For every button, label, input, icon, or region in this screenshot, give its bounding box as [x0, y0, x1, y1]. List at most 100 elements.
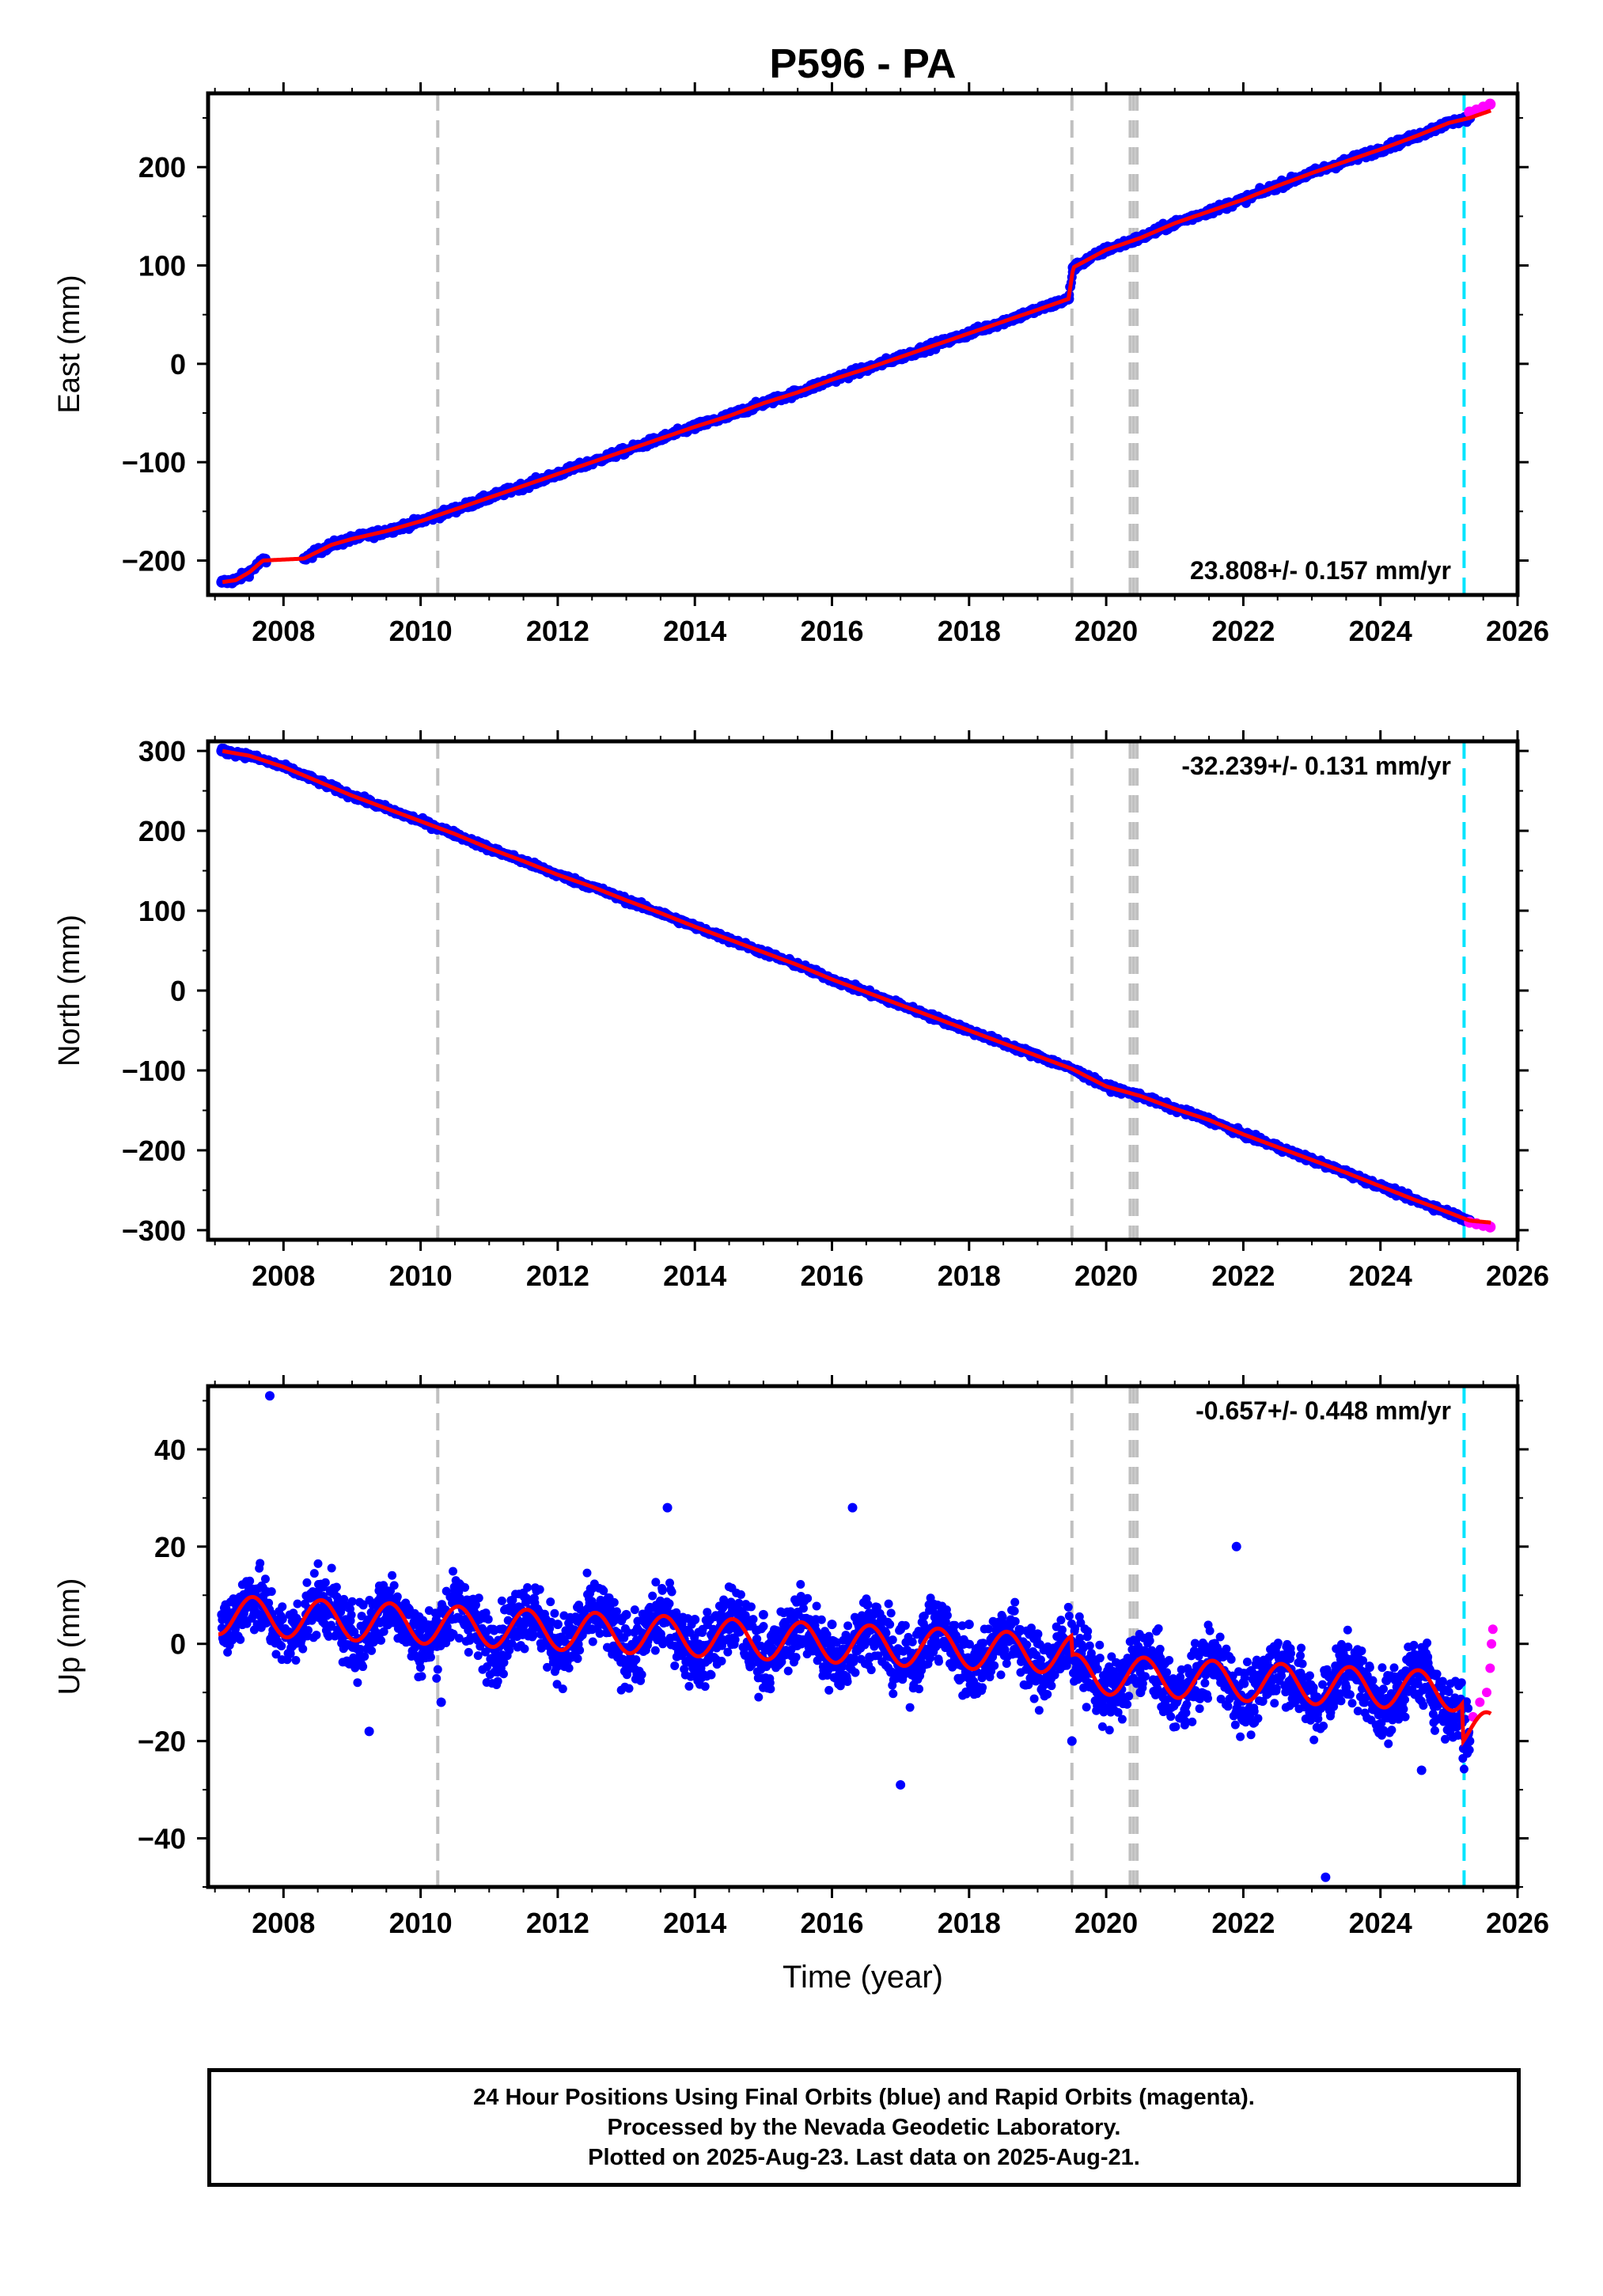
data-point — [433, 1665, 442, 1674]
data-point — [267, 1587, 276, 1597]
data-point — [558, 1684, 567, 1694]
x-tick-label: 2016 — [800, 1260, 863, 1292]
x-tick-label: 2014 — [663, 1260, 726, 1292]
y-tick-label: 0 — [170, 348, 186, 381]
data-point — [245, 1576, 255, 1586]
data-point — [650, 1646, 660, 1655]
data-point — [223, 1647, 233, 1657]
data-point — [260, 1574, 270, 1584]
x-tick-label: 2024 — [1349, 1260, 1412, 1292]
data-point — [367, 1646, 377, 1655]
data-point — [256, 1559, 265, 1568]
y-axis-label: North (mm) — [53, 915, 86, 1067]
plot-frame — [206, 91, 1520, 597]
data-point — [320, 1578, 330, 1587]
data-point — [460, 1582, 470, 1592]
y-tick-label: −100 — [122, 1055, 186, 1087]
data-point — [588, 1637, 597, 1646]
data-point — [388, 1570, 397, 1580]
data-point — [347, 1597, 357, 1606]
scatter-cloud — [216, 743, 1496, 1233]
data-point — [564, 1663, 574, 1673]
data-point — [347, 1610, 356, 1620]
data-point — [483, 1615, 493, 1624]
data-point — [609, 1597, 619, 1607]
x-tick-label: 2010 — [389, 1260, 453, 1292]
data-point — [236, 1635, 245, 1644]
scatter-cloud — [217, 1391, 1498, 1882]
data-point — [309, 1569, 319, 1578]
y-tick-label: 0 — [170, 975, 186, 1007]
data-point — [291, 1656, 301, 1665]
y-tick-label: −200 — [122, 1135, 186, 1167]
data-point — [277, 1641, 286, 1650]
data-point — [278, 1614, 287, 1623]
data-point — [293, 1599, 302, 1608]
data-point — [389, 1581, 399, 1590]
data-point — [449, 1567, 458, 1576]
data-point — [358, 1662, 368, 1672]
y-tick-label: 100 — [138, 895, 186, 927]
x-tick-label: 2008 — [252, 615, 315, 647]
x-tick-label: 2016 — [800, 615, 863, 647]
y-tick-label: −200 — [122, 544, 186, 577]
data-point — [520, 1644, 529, 1654]
x-tick-label: 2012 — [526, 615, 589, 647]
x-tick-label: 2026 — [1486, 1260, 1549, 1292]
data-point — [278, 1602, 287, 1612]
data-point — [546, 1597, 555, 1607]
y-tick-label: 300 — [138, 735, 186, 767]
data-point — [415, 1663, 425, 1673]
data-point — [582, 1568, 592, 1578]
data-point — [573, 1654, 582, 1663]
data-point — [392, 1592, 402, 1601]
data-point — [432, 1673, 441, 1683]
data-point — [304, 1626, 313, 1635]
x-tick-label: 2012 — [526, 1260, 589, 1292]
data-point — [473, 1651, 483, 1661]
x-tick-label: 2020 — [1074, 1260, 1138, 1292]
x-tick-label: 2018 — [938, 1260, 1001, 1292]
data-point — [302, 1578, 312, 1587]
y-tick-label: −100 — [122, 446, 186, 479]
x-tick-label: 2024 — [1349, 615, 1412, 647]
y-tick-label: 200 — [138, 815, 186, 847]
data-point — [535, 1585, 544, 1594]
y-tick-label: −300 — [122, 1214, 186, 1247]
data-point — [426, 1653, 435, 1662]
data-point — [631, 1655, 641, 1665]
rate-annotation: 23.808+/- 0.157 mm/yr — [1190, 556, 1451, 585]
x-tick-label: 2010 — [389, 615, 453, 647]
data-point — [417, 1672, 426, 1681]
x-tick-label: 2022 — [1211, 1260, 1275, 1292]
final-orbit-point — [216, 745, 228, 757]
rate-annotation: -32.239+/- 0.131 mm/yr — [1181, 752, 1451, 780]
x-tick-label: 2026 — [1486, 615, 1549, 647]
data-point — [327, 1563, 336, 1573]
data-point — [271, 1650, 281, 1659]
data-point — [353, 1678, 362, 1688]
final-orbit-point — [216, 576, 228, 588]
data-point — [529, 1630, 538, 1639]
model-fit-line — [222, 748, 1491, 1225]
data-point — [498, 1669, 508, 1679]
y-tick-label: 100 — [138, 250, 186, 282]
y-axis-label: East (mm) — [53, 275, 86, 413]
data-point — [332, 1582, 341, 1592]
y-tick-label: 200 — [138, 151, 186, 184]
data-point — [637, 1670, 646, 1680]
data-point — [298, 1644, 308, 1654]
x-tick-label: 2008 — [252, 1260, 315, 1292]
scatter-cloud — [216, 98, 1496, 589]
rapid-orbit-point — [1484, 98, 1496, 110]
x-tick-label: 2022 — [1211, 615, 1275, 647]
data-point — [497, 1596, 506, 1605]
data-point — [360, 1652, 369, 1661]
data-point — [377, 1635, 386, 1645]
x-tick-label: 2020 — [1074, 615, 1138, 647]
chart-title: P596 - PA — [769, 41, 956, 87]
data-point — [493, 1677, 502, 1686]
data-point — [648, 1591, 657, 1601]
data-point — [523, 1583, 532, 1593]
